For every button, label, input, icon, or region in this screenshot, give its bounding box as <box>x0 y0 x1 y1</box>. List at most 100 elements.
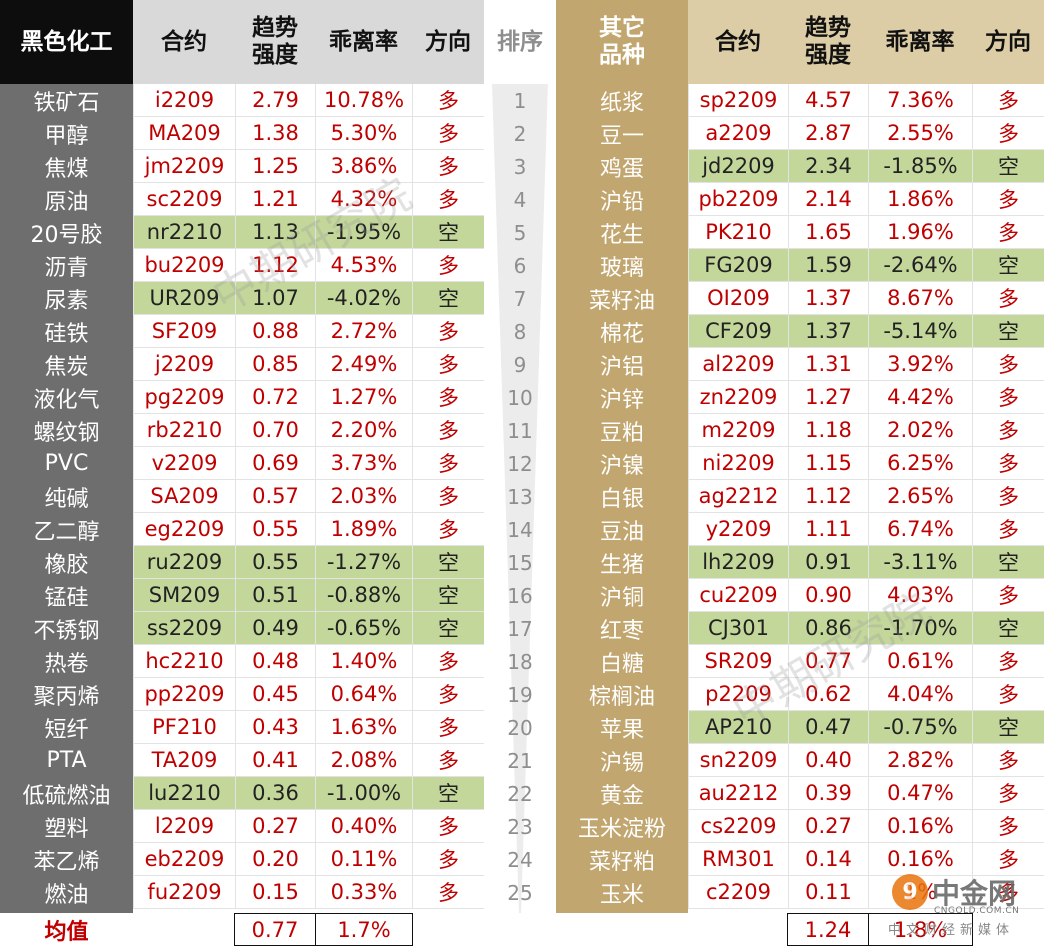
rank-cell: 15 <box>507 550 533 575</box>
left-trend-cell: 0.27 <box>235 810 315 843</box>
left-direction-cell: 多 <box>412 249 484 282</box>
header-right-deviation: 乖离率 <box>868 0 972 84</box>
right-trend-cell: 0.39 <box>788 777 868 810</box>
right-name-cell: 玉米 <box>599 882 644 908</box>
left-direction-cell: 多 <box>412 348 484 381</box>
right-name-cell: 沪镍 <box>599 453 644 479</box>
right-contract-cell: CF209 <box>688 315 788 348</box>
left-direction-cell: 多 <box>412 117 484 150</box>
left-direction-cell: 多 <box>412 513 484 546</box>
left-name-column-bg <box>0 84 133 913</box>
right-trend-cell: 2.14 <box>788 183 868 216</box>
left-deviation-cell: 0.64% <box>315 678 412 711</box>
left-name-cell: 锰硅 <box>44 585 89 611</box>
right-direction-cell: 多 <box>972 381 1044 414</box>
right-contract-cell: zn2209 <box>688 381 788 414</box>
rank-cell: 12 <box>507 451 533 476</box>
left-direction-cell: 多 <box>412 744 484 777</box>
header-left-deviation: 乖离率 <box>315 0 412 84</box>
left-deviation-cell: 10.78% <box>315 84 412 117</box>
left-contract-cell: eb2209 <box>133 843 235 876</box>
rank-cell: 14 <box>507 517 533 542</box>
footer-label: 均值 <box>44 919 89 945</box>
header-right-contract: 合约 <box>688 0 788 84</box>
left-name-cell: 聚丙烯 <box>33 684 100 710</box>
left-name-cell: 液化气 <box>33 387 100 413</box>
header-left-direction: 方向 <box>412 0 484 84</box>
right-contract-cell: SR209 <box>688 645 788 678</box>
left-direction-cell: 空 <box>412 612 484 645</box>
footer-left-trend: 0.77 <box>234 913 316 946</box>
left-direction-cell: 多 <box>412 480 484 513</box>
header-left-group: 黑色化工 <box>0 0 133 84</box>
right-contract-cell: AP210 <box>688 711 788 744</box>
right-name-cell: 花生 <box>599 222 644 248</box>
right-contract-cell: p2209 <box>688 678 788 711</box>
right-deviation-cell: 0.16% <box>868 843 972 876</box>
left-name-cell: 热卷 <box>44 651 89 677</box>
right-direction-cell: 多 <box>972 348 1044 381</box>
rank-cell: 10 <box>507 385 533 410</box>
right-trend-cell: 0.62 <box>788 678 868 711</box>
left-contract-cell: rb2210 <box>133 414 235 447</box>
left-name-cell: 短纤 <box>44 717 89 743</box>
right-direction-cell: 多 <box>972 744 1044 777</box>
rank-cell: 7 <box>513 286 527 311</box>
right-contract-cell: al2209 <box>688 348 788 381</box>
logo-circle-icon: 9 <box>892 874 928 910</box>
footer-left-deviation: 1.7% <box>315 913 413 946</box>
left-direction-cell: 空 <box>412 546 484 579</box>
right-contract-cell: sn2209 <box>688 744 788 777</box>
right-contract-cell: cs2209 <box>688 810 788 843</box>
right-trend-cell: 1.12 <box>788 480 868 513</box>
left-contract-cell: l2209 <box>133 810 235 843</box>
left-contract-cell: sc2209 <box>133 183 235 216</box>
right-contract-cell: a2209 <box>688 117 788 150</box>
right-deviation-cell: 7.36% <box>868 84 972 117</box>
right-direction-cell: 多 <box>972 777 1044 810</box>
left-name-cell: 塑料 <box>44 816 89 842</box>
rank-cell: 13 <box>507 484 533 509</box>
right-direction-cell: 多 <box>972 810 1044 843</box>
right-contract-cell: OI209 <box>688 282 788 315</box>
right-name-cell: 沪铝 <box>599 354 644 380</box>
left-direction-cell: 空 <box>412 282 484 315</box>
left-direction-cell: 多 <box>412 678 484 711</box>
left-direction-cell: 多 <box>412 150 484 183</box>
left-name-cell: 乙二醇 <box>33 519 100 545</box>
rank-cell: 1 <box>513 88 527 113</box>
rank-cell: 19 <box>507 682 533 707</box>
right-deviation-cell: -5.14% <box>868 315 972 348</box>
cngold-logo: 9 中金网 CNGOLD.COM.CN 中文财经新媒体 <box>888 866 1038 938</box>
right-name-cell: 沪锡 <box>599 750 644 776</box>
left-contract-cell: lu2210 <box>133 777 235 810</box>
right-contract-cell: m2209 <box>688 414 788 447</box>
right-deviation-cell: 4.03% <box>868 579 972 612</box>
right-name-cell: 黄金 <box>599 783 644 809</box>
right-contract-cell: sp2209 <box>688 84 788 117</box>
left-name-cell: 橡胶 <box>44 552 89 578</box>
right-trend-cell: 1.31 <box>788 348 868 381</box>
left-trend-cell: 0.48 <box>235 645 315 678</box>
left-name-cell: 原油 <box>44 189 89 215</box>
left-name-cell: 焦煤 <box>44 156 89 182</box>
left-deviation-cell: -1.95% <box>315 216 412 249</box>
right-deviation-cell: -2.64% <box>868 249 972 282</box>
left-contract-cell: fu2209 <box>133 876 235 909</box>
left-direction-cell: 多 <box>412 414 484 447</box>
right-name-cell: 豆一 <box>599 123 644 149</box>
left-name-cell: 燃油 <box>44 882 89 908</box>
right-contract-cell: ni2209 <box>688 447 788 480</box>
footer-right-trend: 1.24 <box>787 913 869 946</box>
right-direction-cell: 多 <box>972 84 1044 117</box>
left-direction-cell: 多 <box>412 315 484 348</box>
rank-cell: 17 <box>507 616 533 641</box>
left-deviation-cell: 0.11% <box>315 843 412 876</box>
left-deviation-cell: 2.03% <box>315 480 412 513</box>
left-contract-cell: TA209 <box>133 744 235 777</box>
left-direction-cell: 空 <box>412 216 484 249</box>
right-contract-cell: ag2212 <box>688 480 788 513</box>
left-trend-cell: 2.79 <box>235 84 315 117</box>
right-trend-cell: 0.14 <box>788 843 868 876</box>
left-name-cell: 硅铁 <box>44 321 89 347</box>
